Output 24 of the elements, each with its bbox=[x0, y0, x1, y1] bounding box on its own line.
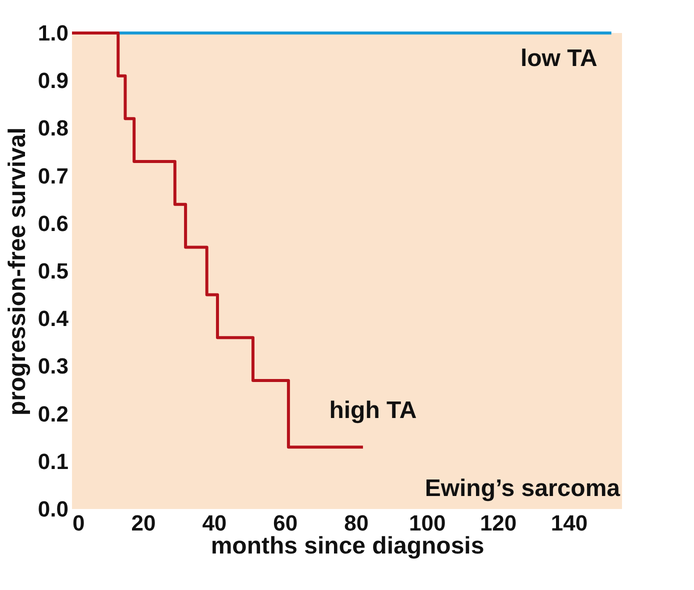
y-tick-label: 0.9 bbox=[38, 68, 68, 94]
y-tick-label: 0.6 bbox=[38, 210, 68, 236]
x-tick-label: 20 bbox=[131, 510, 156, 536]
x-tick-label: 60 bbox=[273, 510, 298, 536]
series-label: high TA bbox=[329, 397, 417, 424]
x-tick-label: 0 bbox=[72, 510, 85, 536]
x-tick-label: 100 bbox=[408, 510, 446, 536]
y-axis-title: progression-free survival bbox=[4, 127, 31, 416]
y-tick-label: 0.8 bbox=[38, 116, 68, 141]
annotation: Ewing’s sarcoma bbox=[424, 475, 621, 502]
y-tick-label: 0.0 bbox=[38, 496, 68, 522]
y-tick-label: 0.5 bbox=[38, 258, 68, 284]
series-label: low TA bbox=[520, 45, 598, 72]
y-tick-label: 0.7 bbox=[38, 163, 68, 188]
x-tick-label: 140 bbox=[550, 510, 588, 536]
y-tick-label: 0.4 bbox=[38, 306, 70, 332]
y-tick-label: 0.1 bbox=[38, 448, 68, 474]
y-tick-label: 0.3 bbox=[38, 354, 68, 379]
x-tick-label: 80 bbox=[344, 510, 369, 536]
y-tick-label: 0.2 bbox=[38, 401, 68, 426]
y-tick-label: 1.0 bbox=[38, 20, 68, 46]
x-tick-label: 120 bbox=[480, 510, 517, 536]
x-tick-label: 40 bbox=[202, 510, 227, 536]
x-axis-title: months since diagnosis bbox=[210, 532, 484, 560]
